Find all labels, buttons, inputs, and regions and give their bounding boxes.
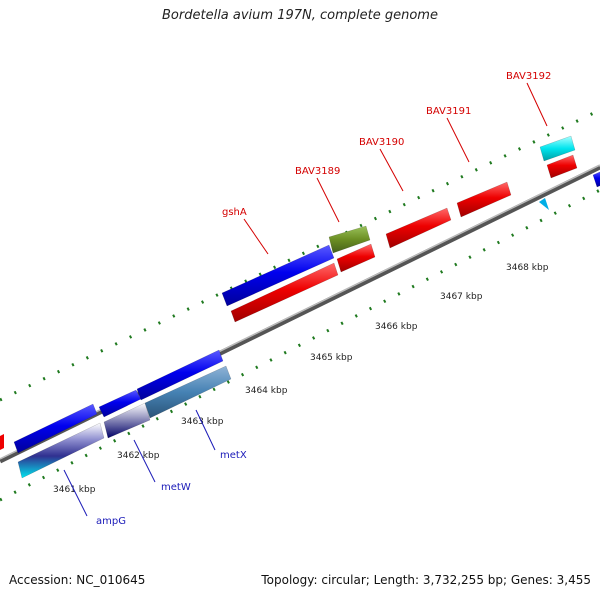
cds-metW-region (103, 402, 151, 439)
cds-metX (144, 365, 232, 419)
small-feature-marker (539, 198, 549, 210)
scale-label-1: 3462 kbp (117, 451, 160, 461)
leader-BAV3189 (316, 177, 340, 223)
cds-reverse-2 (336, 243, 376, 273)
cds-BAV3191 (456, 181, 512, 218)
scale-label-4: 3465 kbp (310, 353, 353, 363)
scale-label-6: 3467 kbp (440, 292, 483, 302)
gene-label-BAV3191[interactable]: BAV3191 (426, 106, 471, 117)
edge-feature-left (0, 434, 4, 450)
outer-tick-track (0, 108, 600, 402)
cds-BAV3190 (385, 207, 452, 249)
cds-gshA (221, 244, 335, 307)
inner-tick-track (0, 188, 600, 502)
leader-BAV3190 (379, 148, 404, 192)
gene-label-metX[interactable]: metX (220, 450, 247, 461)
cds-ampG (13, 403, 98, 454)
scale-label-2: 3463 kbp (181, 417, 224, 427)
leader-metX (195, 409, 216, 451)
rna-BAV3192 (539, 135, 576, 162)
gene-label-metW[interactable]: metW (161, 482, 191, 493)
accession-text: Accession: NC_010645 (9, 573, 146, 587)
cds-edge (592, 171, 600, 188)
map-title: Bordetella avium 197N, complete genome (162, 8, 438, 23)
cds-ampG-region (17, 422, 105, 479)
cds-metX-forward (136, 349, 224, 401)
scale-label-5: 3466 kbp (375, 322, 418, 332)
leader-gshA (243, 218, 269, 255)
gene-label-gshA[interactable]: gshA (222, 207, 247, 218)
gene-labels: gshA BAV3189 BAV3190 BAV3191 BAV3192 ampG metW… (96, 71, 551, 527)
leader-BAV3192 (526, 82, 548, 127)
gene-label-BAV3192[interactable]: BAV3192 (506, 71, 551, 82)
genome-backbone (0, 164, 600, 464)
gene-label-ampG[interactable]: ampG (96, 516, 126, 527)
leader-metW (133, 439, 156, 483)
leader-BAV3191 (446, 117, 470, 163)
feature-layer (0, 135, 600, 479)
cds-reverse-3 (546, 154, 578, 179)
topology-summary: Topology: circular; Length: 3,732,255 bp… (261, 573, 591, 587)
scale-label-7: 3468 kbp (506, 263, 549, 273)
scale-label-3: 3464 kbp (245, 386, 288, 396)
gene-label-BAV3189[interactable]: BAV3189 (295, 166, 340, 177)
cds-reverse-1 (230, 262, 339, 323)
cds-BAV3189 (328, 225, 371, 254)
label-leaders (63, 82, 548, 517)
leader-ampG (63, 469, 88, 517)
gene-label-BAV3190[interactable]: BAV3190 (359, 137, 404, 148)
backbone-highlight (0, 164, 600, 460)
